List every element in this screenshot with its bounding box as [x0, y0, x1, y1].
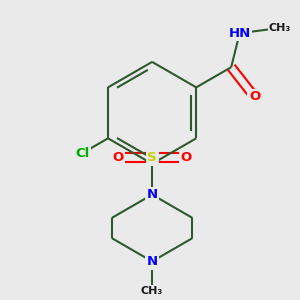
Text: O: O	[181, 151, 192, 164]
Text: O: O	[112, 151, 124, 164]
Text: CH₃: CH₃	[141, 286, 163, 296]
Text: N: N	[147, 188, 158, 201]
Text: HN: HN	[229, 27, 251, 40]
Text: O: O	[249, 90, 260, 104]
Text: Cl: Cl	[75, 147, 89, 160]
Text: CH₃: CH₃	[269, 23, 291, 33]
Text: N: N	[147, 255, 158, 268]
Text: S: S	[147, 151, 157, 164]
